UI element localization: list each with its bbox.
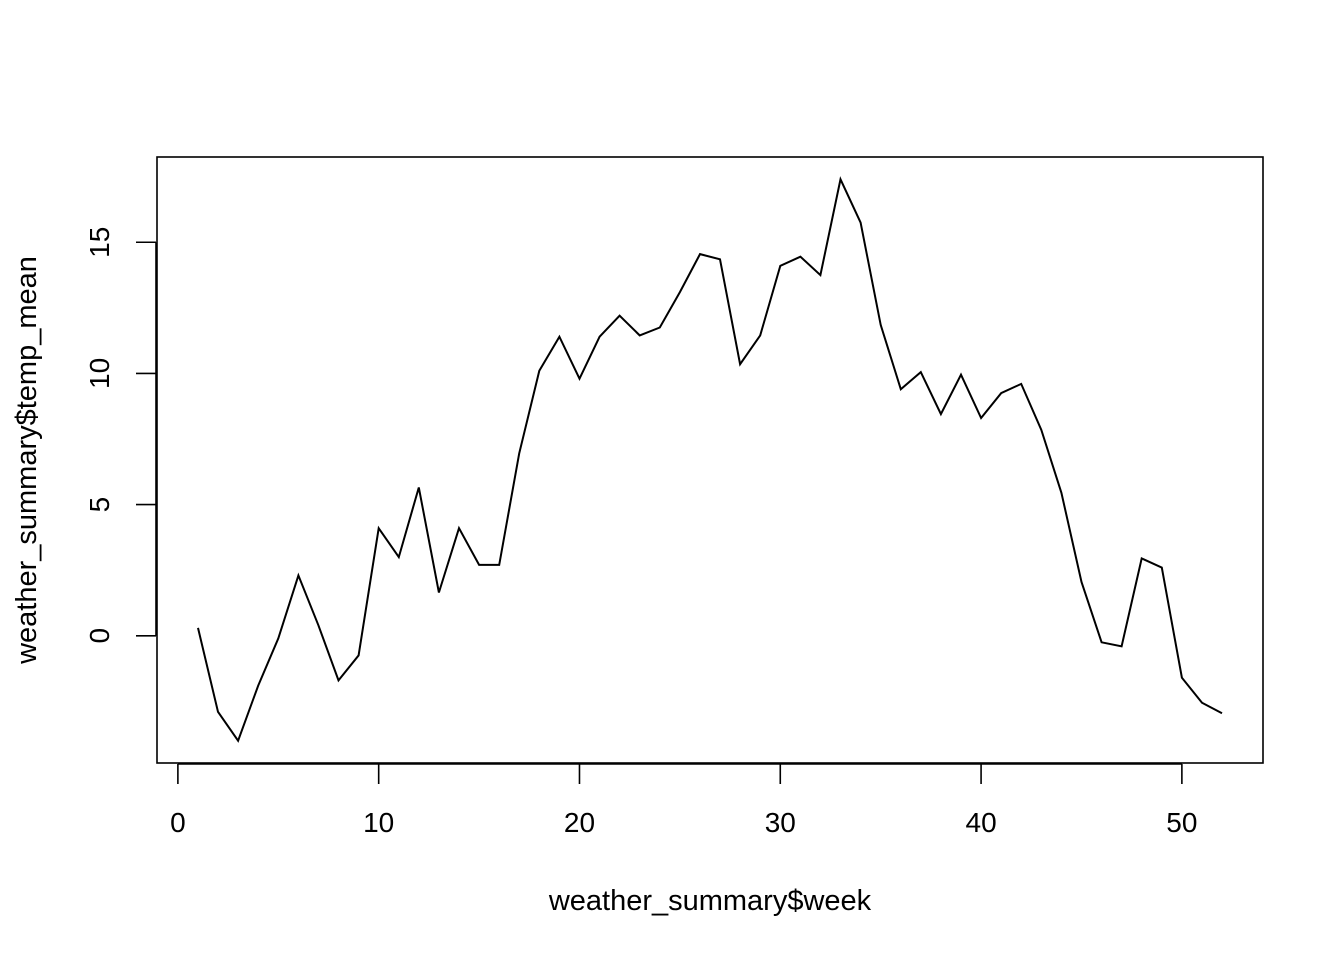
x-tick-label: 30 <box>765 807 796 838</box>
x-tick-label: 20 <box>564 807 595 838</box>
y-tick-label: 5 <box>84 497 115 513</box>
x-axis: 0 10 20 30 40 50 <box>170 763 1197 838</box>
y-tick-label: 0 <box>84 628 115 644</box>
x-tick-label: 50 <box>1166 807 1197 838</box>
series-line <box>197 176 1223 743</box>
x-tick-label: 40 <box>966 807 997 838</box>
y-tick-label: 10 <box>84 358 115 389</box>
plot-frame <box>156 156 1264 764</box>
x-tick-label: 0 <box>170 807 186 838</box>
y-axis: 0 5 10 15 <box>84 227 157 644</box>
series-layer <box>197 176 1223 743</box>
y-axis-title: weather_summary$temp_mean <box>11 256 43 665</box>
x-tick-label: 10 <box>363 807 394 838</box>
x-axis-title: weather_summary$week <box>548 885 872 917</box>
y-tick-label: 15 <box>84 227 115 258</box>
